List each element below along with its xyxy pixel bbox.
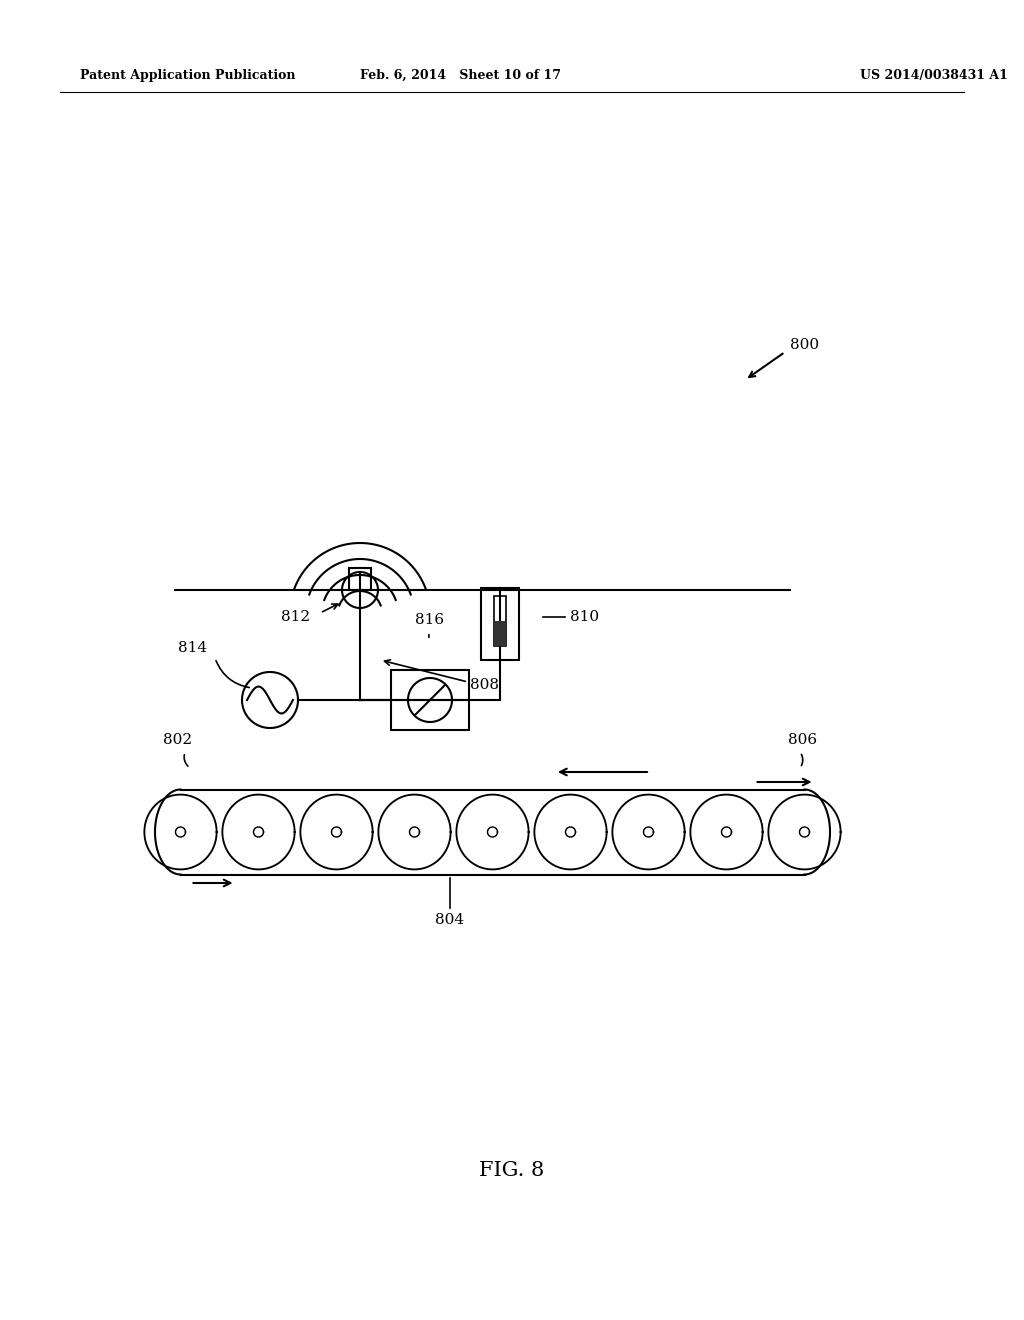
Bar [481,587,519,660]
Text: 800: 800 [790,338,819,352]
Bar [391,671,469,730]
Text: 812: 812 [282,610,310,624]
Text: 816: 816 [416,612,444,627]
Text: 806: 806 [788,733,817,747]
Text: US 2014/0038431 A1: US 2014/0038431 A1 [860,69,1008,82]
Text: 810: 810 [570,610,599,624]
Text: 802: 802 [164,733,193,747]
Bar [494,620,506,645]
Text: 804: 804 [435,913,465,927]
Text: FIG. 8: FIG. 8 [479,1160,545,1180]
Text: 808: 808 [470,678,499,692]
Text: Feb. 6, 2014   Sheet 10 of 17: Feb. 6, 2014 Sheet 10 of 17 [359,69,560,82]
Bar [349,568,371,590]
Bar [494,597,506,645]
Text: 814: 814 [178,642,208,655]
Text: Patent Application Publication: Patent Application Publication [80,69,296,82]
